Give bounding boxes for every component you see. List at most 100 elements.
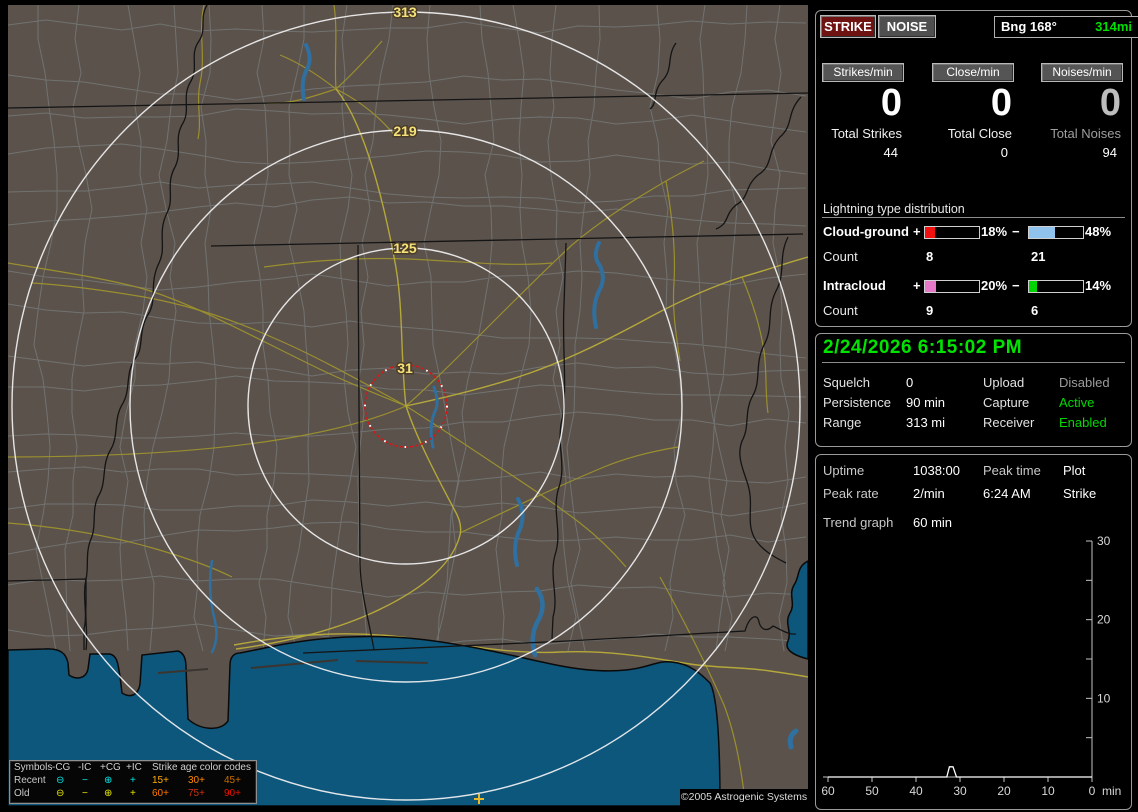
- svg-text:30: 30: [1097, 534, 1111, 548]
- legend-old-row: Old ⊖ − ⊕ + 60+ 75+ 90+: [10, 787, 256, 800]
- age-badge-75: 75+: [188, 788, 205, 799]
- receiver-label: Receiver: [983, 415, 1035, 430]
- trend-graph-row: Trend graph 60 min: [816, 515, 1131, 531]
- svg-text:20: 20: [1097, 613, 1111, 627]
- pos-cg-bar: [924, 226, 980, 239]
- copyright-notice: ©2005 Astrogenic Systems: [680, 789, 808, 806]
- legend-header-row: Symbols -CG -IC +CG +IC Strike age color…: [10, 761, 256, 774]
- strikes-counter-column: Strikes/min 0 Total Strikes 44: [822, 63, 904, 160]
- session-trend-panel: Uptime 1038:00 Peak time Plot Peak rate …: [815, 454, 1132, 810]
- peak-rate-row: Peak rate 2/min 6:24 AM Strike: [816, 486, 1131, 502]
- pos-ic-percent: 20%: [981, 278, 1008, 293]
- upload-status: Disabled: [1059, 375, 1110, 390]
- range-rings: [11, 11, 801, 801]
- range-row: Range 313 mi Receiver Enabled: [816, 415, 1131, 431]
- age-badge-15: 15+: [152, 775, 169, 786]
- map-view[interactable]: 313 219 125 31 Symbols -CG -IC +CG +IC S…: [8, 5, 808, 806]
- peak-time-label: Peak time: [983, 463, 1041, 478]
- strike-counters-panel: STRIKE NOISE Bng 168° 314mi Strikes/min …: [815, 10, 1138, 327]
- pos-ic-bar: [924, 280, 980, 293]
- svg-text:30: 30: [953, 784, 967, 798]
- minus-sign: −: [1012, 224, 1020, 239]
- pos-ic-bar-fill: [925, 281, 936, 292]
- pos-cg-old-icon: ⊕: [104, 788, 113, 799]
- close-per-min-label: Close/min: [932, 63, 1014, 82]
- squelch-label: Squelch: [823, 375, 870, 390]
- pos-cg-recent-icon: ⊕: [104, 775, 113, 786]
- svg-text:0: 0: [1089, 784, 1096, 798]
- legend-symbols-title: Symbols: [14, 762, 53, 773]
- age-badge-45: 45+: [224, 775, 241, 786]
- pos-ic-recent-icon: +: [130, 775, 136, 786]
- county-borders: [8, 5, 807, 652]
- upload-label: Upload: [983, 375, 1025, 390]
- neg-cg-percent: 48%: [1085, 224, 1112, 239]
- neg-ic-bar: [1028, 280, 1084, 293]
- range-ring-label: 219: [393, 123, 417, 139]
- plot-label: Plot: [1063, 463, 1086, 478]
- range-ring-label: 313: [393, 5, 417, 20]
- persistence-label: Persistence: [823, 395, 891, 410]
- intracloud-count-row: Count 9 6: [816, 303, 1131, 318]
- pos-cg-count: 8: [926, 249, 934, 264]
- legend-col-neg-cg: -CG: [52, 762, 71, 773]
- neg-ic-bar-fill: [1029, 281, 1037, 292]
- legend-recent-row: Recent ⊖ − ⊕ + 15+ 30+ 45+: [10, 774, 256, 787]
- cloud-ground-count-row: Count 8 21: [816, 249, 1131, 264]
- plus-sign: +: [913, 278, 921, 293]
- strikes-per-min-label: Strikes/min: [822, 63, 904, 82]
- pos-ic-count: 9: [926, 303, 934, 318]
- svg-text:10: 10: [1041, 784, 1055, 798]
- cloud-ground-row: Cloud-ground + 18% − 48%: [816, 224, 1131, 240]
- strike-mode-button[interactable]: STRIKE: [820, 15, 876, 38]
- bearing-readout: Bng 168° 314mi: [994, 16, 1138, 38]
- neg-cg-count: 21: [1031, 249, 1046, 264]
- peak-rate-value: 2/min: [913, 486, 945, 501]
- status-divider: [822, 362, 1125, 363]
- strikes-per-min-value: 0: [880, 82, 902, 124]
- squelch-row: Squelch 0 Upload Disabled: [816, 375, 1131, 391]
- datetime-display: 2/24/2026 6:15:02 PM: [823, 337, 1023, 358]
- neg-ic-count: 6: [1031, 303, 1039, 318]
- intracloud-row: Intracloud + 20% − 14%: [816, 278, 1131, 294]
- barrier-islands: [157, 659, 429, 674]
- noise-mode-button[interactable]: NOISE: [878, 15, 936, 38]
- range-ring-labels: 313 219 125 31: [392, 5, 419, 378]
- strike-marker-plus: [474, 794, 484, 804]
- neg-cg-old-icon: ⊖: [56, 788, 65, 799]
- neg-cg-recent-icon: ⊖: [56, 775, 65, 786]
- receiver-status: Enabled: [1059, 415, 1107, 430]
- state-borders: [8, 5, 808, 654]
- map-canvas[interactable]: 313 219 125 31: [8, 5, 808, 806]
- total-noises-value: 94: [1102, 145, 1117, 160]
- svg-text:40: 40: [909, 784, 923, 798]
- bearing-label: Bng 168°: [1001, 19, 1057, 34]
- pos-cg-percent: 18%: [981, 224, 1008, 239]
- minus-sign: −: [1012, 278, 1020, 293]
- uptime-label: Uptime: [823, 463, 865, 478]
- neg-ic-recent-icon: −: [82, 775, 88, 786]
- age-badge-90: 90+: [224, 788, 241, 799]
- neg-ic-old-icon: −: [82, 788, 88, 799]
- total-close-label: Total Close: [947, 126, 1012, 141]
- bearing-range-value: 314mi: [1095, 19, 1132, 34]
- range-label: Range: [823, 415, 862, 430]
- noises-per-min-label: Noises/min: [1041, 63, 1123, 82]
- total-noises-label: Total Noises: [1050, 126, 1121, 141]
- legend-col-pos-cg: +CG: [100, 762, 121, 773]
- noises-counter-column: Noises/min 0 Total Noises 94: [1041, 63, 1123, 160]
- squelch-value: 0: [906, 375, 914, 390]
- noises-per-min-value: 0: [1099, 82, 1121, 124]
- count-label: Count: [823, 249, 858, 264]
- map-symbol-legend: Symbols -CG -IC +CG +IC Strike age color…: [9, 760, 257, 804]
- peak-rate-label: Peak rate: [823, 486, 879, 501]
- neg-cg-bar-fill: [1029, 227, 1055, 238]
- uptime-row: Uptime 1038:00 Peak time Plot: [816, 463, 1131, 479]
- pos-ic-old-icon: +: [130, 788, 136, 799]
- legend-age-title: Strike age color codes: [152, 762, 251, 773]
- plot-value: Strike: [1063, 486, 1097, 501]
- svg-text:60: 60: [821, 784, 835, 798]
- svg-text:min: min: [1102, 784, 1121, 798]
- count-label: Count: [823, 303, 858, 318]
- distribution-divider: [822, 217, 1125, 218]
